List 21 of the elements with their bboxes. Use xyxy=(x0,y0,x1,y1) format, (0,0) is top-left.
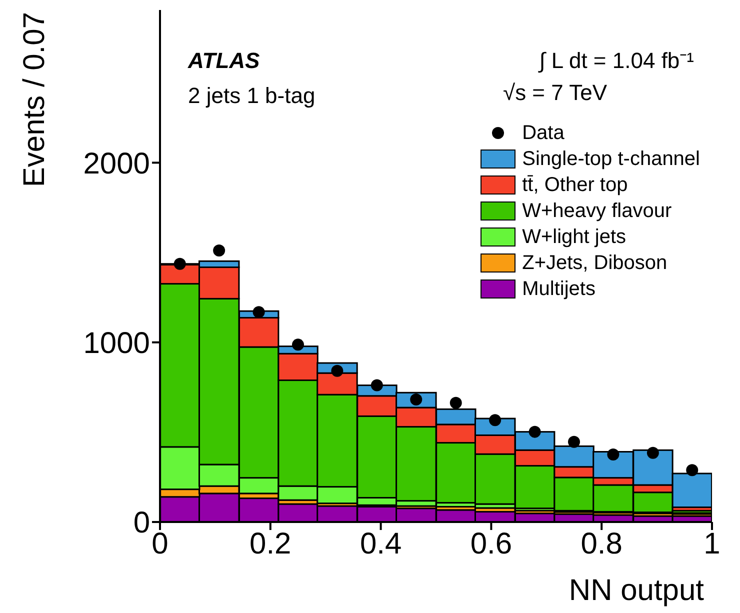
annotation: ∫ L dt = 1.04 fb⁻¹ xyxy=(539,47,694,74)
y-tick-label: 1000 xyxy=(83,327,150,360)
y-tick-label: 2000 xyxy=(83,147,150,180)
annotation: ATLAS xyxy=(188,48,260,74)
legend-label: tt̄, Other top xyxy=(522,173,628,198)
legend-label: W+heavy flavour xyxy=(522,199,672,224)
annotation: √s = 7 TeV xyxy=(503,80,608,106)
x-tick-label: 0.4 xyxy=(360,527,402,560)
x-tick-label: 0.8 xyxy=(580,527,622,560)
legend-label: W+light jets xyxy=(522,225,626,250)
y-tick-label: 0 xyxy=(133,506,150,540)
legend-label: Z+Jets, Diboson xyxy=(522,251,668,276)
y-axis-title: Events / 0.07 xyxy=(18,12,52,188)
legend-label: Multijets xyxy=(522,277,596,302)
x-axis-title: NN output xyxy=(568,574,705,607)
x-tick-label: 0.6 xyxy=(470,527,512,560)
annotation: 2 jets 1 b-tag xyxy=(188,83,316,109)
x-tick-label: 0.2 xyxy=(250,527,292,560)
legend-label: Single-top t-channel xyxy=(522,147,700,172)
x-tick-label: 1 xyxy=(704,527,720,560)
legend-label: Data xyxy=(522,121,564,146)
